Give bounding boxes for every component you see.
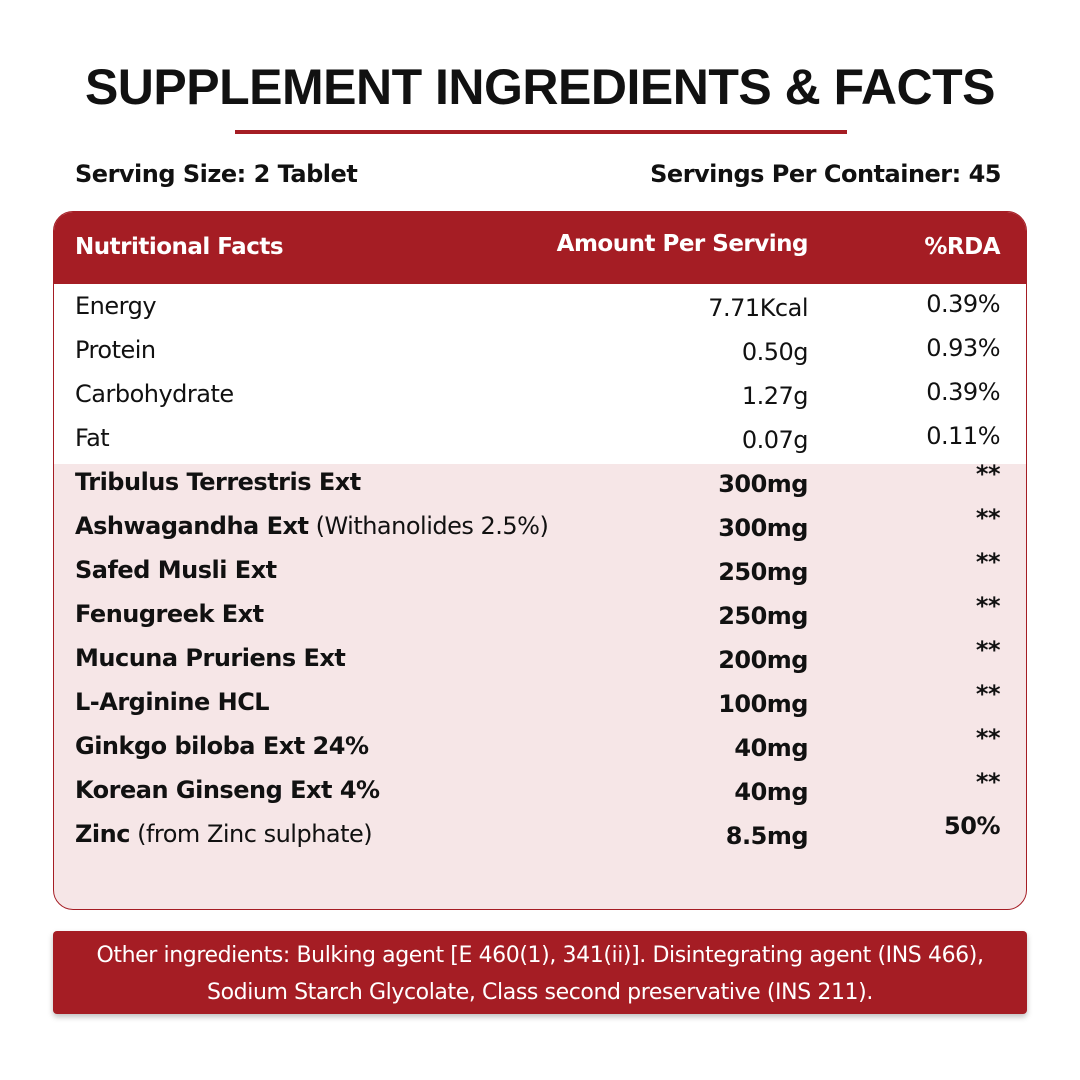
ingredient-name: Zinc <box>75 820 130 848</box>
ingredient-amount: 250mg <box>718 602 808 630</box>
ingredient-rda: ** <box>975 592 1001 620</box>
column-header: Amount Per Serving <box>556 231 809 257</box>
nutrient-name: Protein <box>75 336 156 364</box>
footer-line: Other ingredients: Bulking agent [E 460(… <box>96 943 984 968</box>
nutrient-rda: 0.39% <box>926 378 1000 406</box>
nutrient-amount: 7.71Kcal <box>708 294 808 322</box>
ingredient-rda: ** <box>975 724 1001 752</box>
ingredient-rda: ** <box>975 636 1001 664</box>
ingredient-row: Mucuna Pruriens Ext <box>75 644 346 672</box>
ingredient-name: L-Arginine HCL <box>75 688 270 716</box>
basic-section <box>54 284 1026 464</box>
nutrient-amount: 1.27g <box>741 382 809 410</box>
title: SUPPLEMENT INGREDIENTS & FACTS <box>84 59 996 115</box>
footer-line: Sodium Starch Glycolate, Class second pr… <box>207 980 873 1005</box>
nutrient-rda: 0.11% <box>926 422 1000 450</box>
ingredient-amount: 40mg <box>734 778 808 806</box>
ingredient-rda: ** <box>975 768 1001 796</box>
ingredient-amount: 300mg <box>718 470 808 498</box>
title-rule <box>235 130 847 134</box>
ingredient-note: (Withanolides 2.5%) <box>315 512 549 540</box>
ingredient-row: Zinc (from Zinc sulphate) <box>75 820 373 848</box>
nutrient-rda: 0.39% <box>926 290 1000 318</box>
ingredient-name: Tribulus Terrestris Ext <box>75 468 361 496</box>
ingredient-name: Ashwagandha Ext <box>75 512 309 540</box>
nutrient-name: Fat <box>75 424 110 452</box>
column-header: Nutritional Facts <box>75 234 284 260</box>
nutrient-amount: 0.50g <box>741 338 809 366</box>
ingredient-amount: 300mg <box>718 514 808 542</box>
ingredient-rda: 50% <box>944 812 1000 840</box>
ingredient-name: Mucuna Pruriens Ext <box>75 644 346 672</box>
ingredient-row: Tribulus Terrestris Ext <box>75 468 361 496</box>
facts-table: Nutritional Facts Amount Per Serving %RD… <box>53 211 1027 910</box>
ingredient-rda: ** <box>975 504 1001 532</box>
ingredient-row: Ginkgo biloba Ext 24% <box>75 732 369 760</box>
ingredient-name: Ginkgo biloba Ext 24% <box>75 732 369 760</box>
servings-per-container: Servings Per Container: 45 <box>650 160 1001 188</box>
ingredient-rda: ** <box>975 460 1001 488</box>
nutrient-amount: 0.07g <box>741 426 809 454</box>
column-header: %RDA <box>924 234 1000 260</box>
ingredient-name: Fenugreek Ext <box>75 600 264 628</box>
nutrient-rda: 0.93% <box>926 334 1000 362</box>
ingredient-amount: 200mg <box>718 646 808 674</box>
ingredient-row: Fenugreek Ext <box>75 600 264 628</box>
ingredient-row: Ashwagandha Ext (Withanolides 2.5%) <box>75 512 549 540</box>
ingredient-row: Korean Ginseng Ext 4% <box>75 776 380 804</box>
ingredient-name: Korean Ginseng Ext 4% <box>75 776 380 804</box>
ingredient-row: L-Arginine HCL <box>75 688 270 716</box>
ingredient-amount: 250mg <box>718 558 808 586</box>
ingredient-note: (from Zinc sulphate) <box>137 820 373 848</box>
other-ingredients: Other ingredients: Bulking agent [E 460(… <box>53 931 1027 1014</box>
table-header: Nutritional Facts Amount Per Serving %RD… <box>54 212 1026 284</box>
serving-size: Serving Size: 2 Tablet <box>75 160 358 188</box>
nutrient-name: Carbohydrate <box>75 380 234 408</box>
ingredient-amount: 40mg <box>734 734 808 762</box>
ingredient-amount: 8.5mg <box>725 822 809 850</box>
ingredient-rda: ** <box>975 680 1001 708</box>
nutrient-name: Energy <box>75 292 157 320</box>
ingredient-row: Safed Musli Ext <box>75 556 277 584</box>
ingredient-rda: ** <box>975 548 1001 576</box>
ingredient-amount: 100mg <box>718 690 808 718</box>
ingredient-name: Safed Musli Ext <box>75 556 277 584</box>
